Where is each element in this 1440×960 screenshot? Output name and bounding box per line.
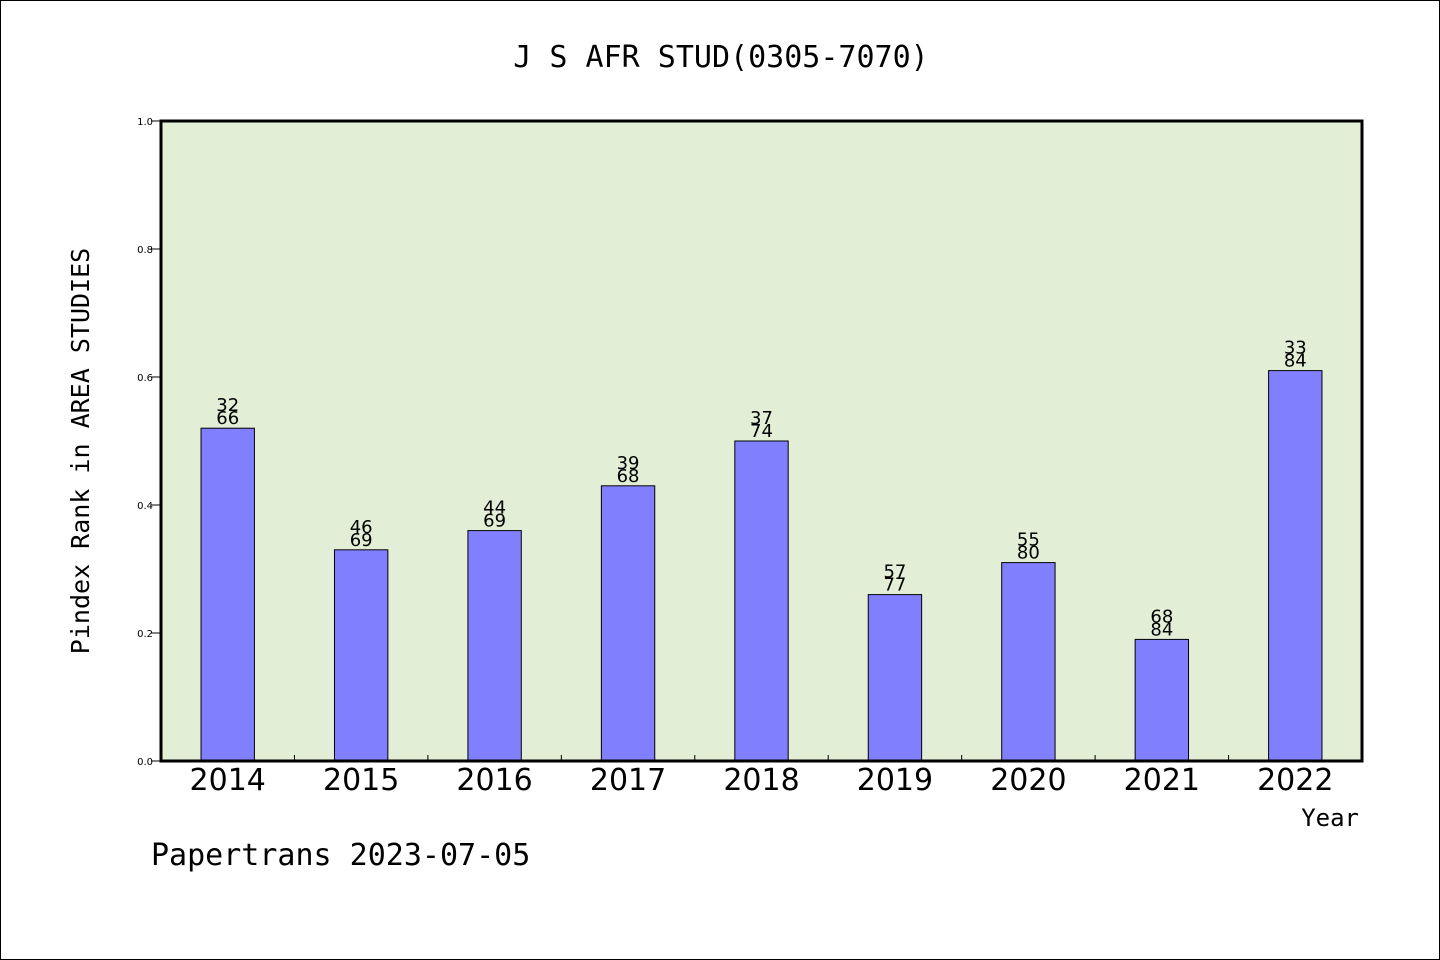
bar-2017 [600,485,656,762]
y-tick-label: 1.0 [137,117,153,128]
x-tick-label: 2015 [323,763,399,798]
x-tick-label: 2020 [990,763,1066,798]
rank-label: 32 [216,395,239,416]
y-tick-label: 0.8 [137,245,153,256]
x-axis-label: Year [1301,804,1359,832]
x-tick-label: 2014 [190,763,266,798]
total-label: 74 [750,421,773,442]
rank-label: 68 [1150,606,1173,627]
bar-2022 [1268,370,1323,762]
rank-label: 39 [617,453,640,474]
bar-2015 [333,549,389,762]
chart-title: J S AFR STUD(0305-7070) [513,40,928,75]
total-label: 84 [1284,351,1307,372]
x-tick-label: 2017 [590,763,666,798]
bar-2014 [200,427,255,762]
bar-2018 [734,440,789,762]
rank-label: 57 [883,562,906,583]
total-label: 80 [1017,543,1040,564]
y-axis: 0.0 0.2 0.4 0.6 0.8 1.0 [137,117,161,768]
rank-label: 46 [350,517,373,538]
y-tick-label: 0.2 [137,629,153,640]
plot-border [159,119,1364,763]
bar-2021 [1134,638,1190,762]
y-tick-label: 0.4 [137,501,153,512]
x-tick-label: 2021 [1124,763,1200,798]
y-axis-label: Pindex Rank in AREA STUDIES [66,248,95,654]
bar-2019 [867,594,923,762]
x-tick-label: 2019 [857,763,933,798]
x-tick-label: 2016 [456,763,532,798]
rank-label: 33 [1284,338,1307,359]
x-tick-label: 2018 [723,763,799,798]
total-label: 66 [216,408,239,429]
total-label: 69 [350,530,373,551]
rank-label: 55 [1017,530,1040,551]
x-axis: 2014 2015 2016 2017 2018 2019 2020 2021 2022 [190,755,1333,798]
footer-text: Papertrans 2023-07-05 [151,838,530,873]
total-label: 69 [483,511,506,532]
y-tick-label: 0.6 [137,373,153,384]
bar-2020 [1001,562,1056,762]
y-tick-label: 0.0 [137,757,153,768]
rank-label: 44 [483,498,506,519]
rank-label: 37 [750,408,773,429]
total-label: 68 [617,466,640,487]
total-label: 77 [883,575,906,596]
bar-2016 [467,530,522,762]
x-tick-label: 2022 [1257,763,1333,798]
bars [200,370,1323,762]
total-label: 84 [1150,619,1173,640]
